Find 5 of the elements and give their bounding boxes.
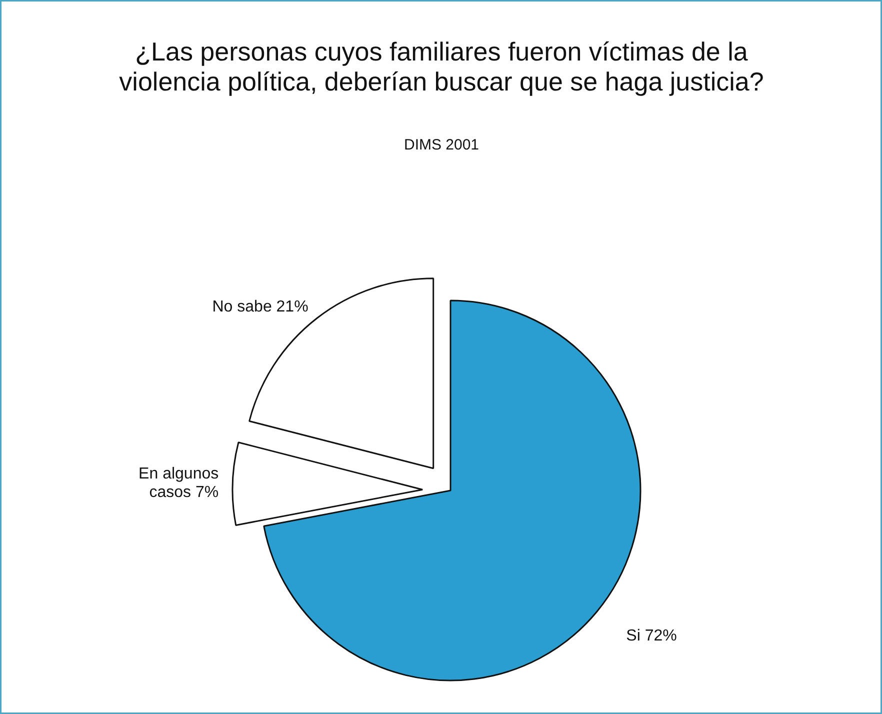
slice-label: No sabe 21%	[212, 298, 308, 316]
slice-label: En algunos casos 7%	[138, 465, 219, 502]
chart-subtitle: DIMS 2001	[404, 136, 480, 154]
slice-label: Si 72%	[626, 627, 677, 644]
chart-title: ¿Las personas cuyos familiares fueron víctimas de la violencia política, deberían buscar que se haga justicia?	[119, 36, 764, 96]
